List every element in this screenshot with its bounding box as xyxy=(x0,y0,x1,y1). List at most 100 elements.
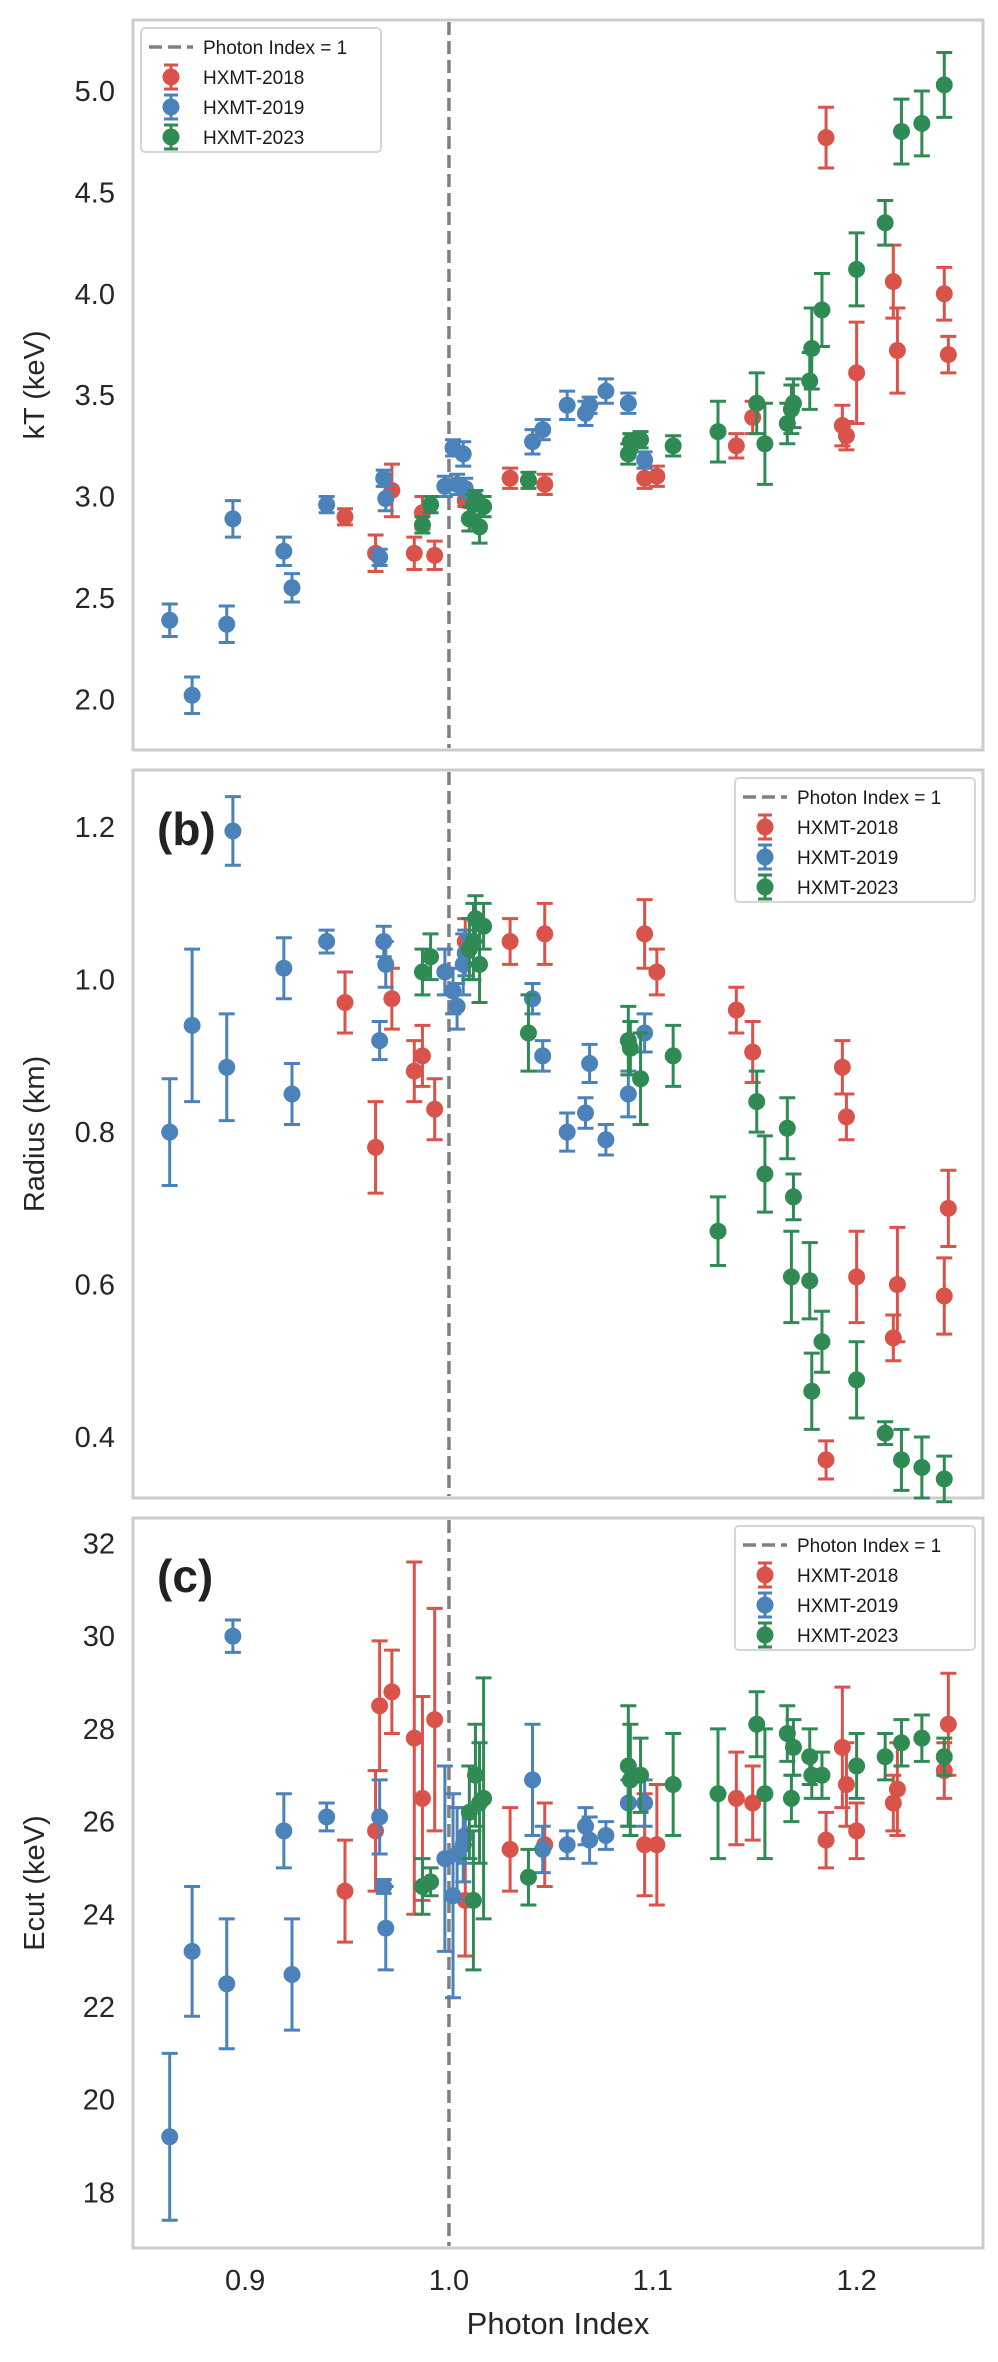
data-point xyxy=(756,401,774,486)
marker xyxy=(161,2128,179,2146)
data-point xyxy=(536,901,554,966)
marker xyxy=(422,496,440,514)
marker xyxy=(597,1826,615,1844)
marker xyxy=(377,955,395,973)
data-point xyxy=(558,1111,576,1153)
data-point xyxy=(519,470,537,490)
data-point xyxy=(224,1618,242,1654)
marker xyxy=(375,469,393,487)
data-point xyxy=(371,1020,389,1062)
marker xyxy=(371,548,389,566)
y-tick-label: 1.0 xyxy=(75,965,115,997)
data-point xyxy=(935,1256,953,1336)
data-point xyxy=(336,1838,354,1944)
legend-box xyxy=(140,27,382,153)
data-point xyxy=(161,602,179,638)
marker xyxy=(224,1627,242,1645)
data-point xyxy=(935,1736,953,1777)
x-tick-label: 1.0 xyxy=(429,2265,469,2297)
series-HXMT-2019 xyxy=(161,377,654,715)
y-tick-label: 0.4 xyxy=(75,1422,115,1454)
marker xyxy=(218,1058,236,1076)
data-point xyxy=(709,1195,727,1267)
data-point xyxy=(218,1917,236,2051)
legend-label: HXMT-2018 xyxy=(797,818,898,839)
data-point xyxy=(534,1824,552,1875)
data-point xyxy=(422,495,440,515)
data-point xyxy=(475,495,493,519)
data-point xyxy=(464,1829,482,1972)
marker xyxy=(892,1734,910,1752)
legend-label: HXMT-2018 xyxy=(203,68,304,89)
marker xyxy=(558,396,576,414)
marker xyxy=(377,1919,395,1937)
y-tick-label: 5.0 xyxy=(75,76,115,108)
data-point xyxy=(892,1427,910,1492)
data-point xyxy=(892,1718,910,1768)
y-tick-label: 4.5 xyxy=(75,177,115,209)
legend-handle-marker xyxy=(162,98,180,116)
data-point xyxy=(848,1732,866,1800)
marker xyxy=(371,1808,389,1826)
data-point xyxy=(892,97,910,166)
marker xyxy=(848,364,866,382)
marker xyxy=(619,394,637,412)
marker xyxy=(471,955,489,973)
marker xyxy=(471,518,489,536)
y-axis-label: Radius (km) xyxy=(19,1056,51,1212)
data-point xyxy=(778,1096,796,1161)
data-point xyxy=(377,940,395,989)
data-point xyxy=(501,917,519,966)
data-point xyxy=(632,1031,650,1126)
data-point xyxy=(784,1718,802,1777)
data-point xyxy=(558,389,576,421)
data-point xyxy=(913,1435,931,1500)
marker xyxy=(939,346,957,364)
marker xyxy=(817,1831,835,1849)
data-point xyxy=(913,89,931,158)
legend-handle-marker xyxy=(162,128,180,146)
marker xyxy=(536,475,554,493)
marker xyxy=(648,963,666,981)
marker xyxy=(744,1043,762,1061)
data-point xyxy=(413,1023,431,1088)
data-point xyxy=(426,1606,444,1833)
marker xyxy=(884,273,902,291)
marker xyxy=(892,1451,910,1469)
marker xyxy=(444,982,462,1000)
data-point xyxy=(283,1917,301,2032)
marker xyxy=(466,1766,484,1784)
marker xyxy=(833,1058,851,1076)
data-point xyxy=(848,1340,866,1420)
data-point xyxy=(405,1039,423,1104)
data-point xyxy=(748,371,766,436)
data-point xyxy=(371,1778,389,1856)
data-point xyxy=(375,468,393,488)
marker xyxy=(648,1836,666,1854)
data-point xyxy=(784,377,802,430)
marker xyxy=(283,1085,301,1103)
marker xyxy=(224,822,242,840)
marker xyxy=(597,1131,615,1149)
marker xyxy=(619,1085,637,1103)
marker xyxy=(558,1836,576,1854)
data-point xyxy=(405,535,423,572)
legend-handle-marker xyxy=(756,1566,774,1584)
data-point xyxy=(558,1829,576,1861)
marker xyxy=(801,1272,819,1290)
marker xyxy=(318,496,336,514)
data-point xyxy=(371,547,389,567)
marker xyxy=(848,1268,866,1286)
marker xyxy=(524,433,542,451)
marker xyxy=(848,1371,866,1389)
marker xyxy=(558,1123,576,1141)
marker xyxy=(939,1715,957,1733)
marker xyxy=(876,1424,894,1442)
marker xyxy=(632,431,650,449)
data-point xyxy=(422,932,440,982)
legend-label: HXMT-2019 xyxy=(797,1596,898,1617)
series-HXMT-2023 xyxy=(413,894,953,1504)
data-point xyxy=(318,1801,336,1833)
data-point xyxy=(817,1810,835,1870)
